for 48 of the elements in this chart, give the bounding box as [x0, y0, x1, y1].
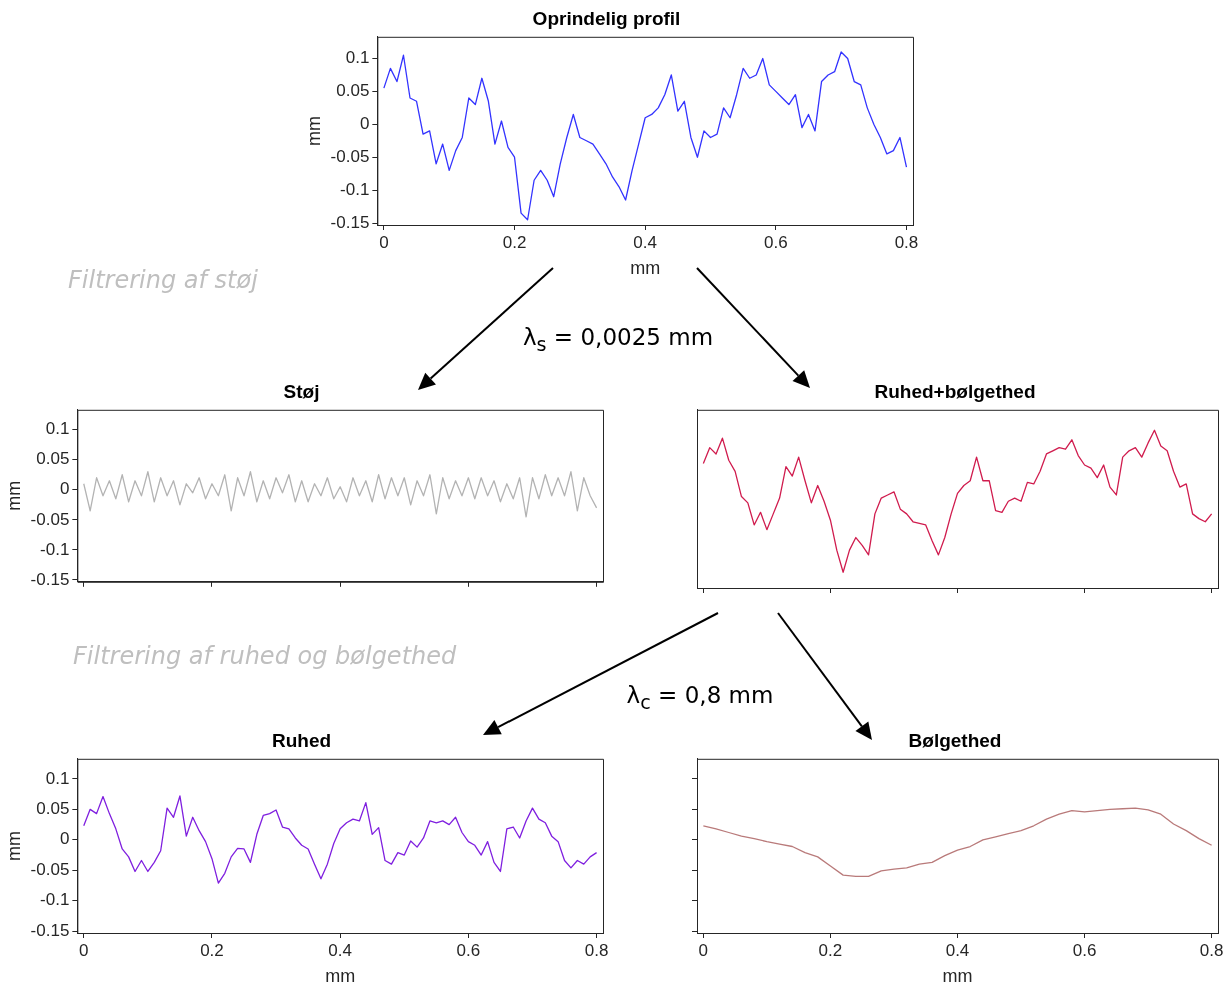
y-tick-label: 0	[359, 114, 370, 134]
y-tick-label: 0.05	[36, 799, 70, 819]
x-axis-title: mm	[942, 966, 973, 987]
chart-title: Bølgethed	[908, 729, 1002, 751]
y-tick-label: -0.1	[40, 890, 70, 910]
y-tick-label: -0.05	[30, 509, 70, 529]
y-tick-label: -0.05	[330, 146, 370, 166]
y-tick-label: -0.15	[330, 212, 370, 232]
y-tick-label: 0	[59, 829, 70, 849]
text: Filtrering af støj	[68, 266, 258, 294]
y-tick-label: 0.05	[336, 81, 370, 101]
text: λ$_{c}$ = 0,8 mm	[626, 682, 774, 714]
text: λ$_{s}$ = 0,0025 mm	[522, 324, 714, 356]
y-tick-label: 0.1	[45, 768, 70, 788]
y-axis-title: mm	[3, 830, 24, 861]
x-tick-label: 0.6	[456, 940, 481, 960]
y-tick-label: 0.05	[36, 449, 70, 469]
x-tick-label: 0.2	[502, 232, 527, 252]
x-tick-label: 0.8	[894, 232, 919, 252]
x-tick-label: 0.8	[584, 940, 609, 960]
x-tick-label: 0	[79, 940, 89, 960]
x-tick-label: 0.4	[945, 940, 970, 960]
y-axis-title: mm	[3, 480, 24, 511]
x-tick-label: 0	[379, 232, 389, 252]
x-tick-label: 0.2	[200, 940, 224, 960]
x-axis-title: mm	[630, 258, 661, 279]
x-axis-title: mm	[325, 966, 356, 987]
y-tick-label: -0.05	[30, 859, 70, 879]
x-tick-label: 0	[698, 940, 709, 960]
y-tick-label: -0.1	[340, 179, 370, 199]
y-axis-title: mm	[303, 115, 324, 146]
chart-title: Ruhed+bølgethed	[874, 380, 1036, 402]
x-tick-label: 0.4	[328, 940, 352, 960]
y-tick-label: -0.15	[30, 920, 70, 940]
y-tick-label: -0.15	[30, 569, 70, 589]
x-tick-label: 0.8	[1199, 940, 1224, 960]
x-tick-label: 0.6	[1072, 940, 1097, 960]
chart-title: Støj	[283, 380, 320, 402]
x-tick-label: 0.4	[633, 232, 657, 252]
y-tick-label: -0.1	[40, 539, 70, 559]
chart-title: Ruhed	[271, 729, 332, 751]
chart-title: Oprindelig profil	[532, 7, 681, 29]
y-tick-label: 0.1	[345, 48, 370, 68]
y-tick-label: 0	[59, 479, 70, 499]
x-tick-label: 0.2	[818, 940, 843, 960]
x-tick-label: 0.6	[764, 232, 788, 252]
y-tick-label: 0.1	[45, 419, 70, 439]
text: Filtrering af ruhed og bølgethed	[73, 642, 457, 670]
